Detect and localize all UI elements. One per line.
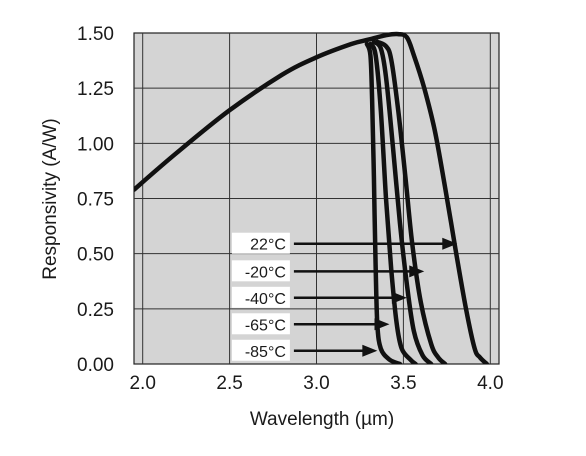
- x-tick-label: 4.0: [477, 373, 503, 394]
- annotation-label-bg: [231, 260, 290, 282]
- tick-labels: 2.0 2.5 3.0 3.5 4.0 0.00 0.25 0.50 0.75 1.00 1.25 1…: [77, 24, 504, 394]
- annotation-label-bg: [231, 232, 290, 254]
- annotation-label-bg: [231, 339, 290, 361]
- y-tick-label: 0.00: [77, 355, 114, 376]
- y-tick-label: 0.50: [77, 245, 114, 266]
- annotation-label: -85°C: [245, 344, 286, 361]
- annotation-arrow-head: [409, 265, 425, 278]
- y-tick-label: 1.50: [77, 24, 114, 45]
- x-tick-label: 2.5: [216, 373, 242, 394]
- y-tick-label: 0.25: [77, 300, 114, 321]
- annotations: 22°C -20°C -40°C -65°C -85°C: [231, 232, 458, 361]
- series-line--20cc: [375, 39, 448, 364]
- y-tick-label: 1.00: [77, 134, 114, 155]
- annotation-label-bg: [231, 286, 290, 308]
- series-line-22cc: [134, 31, 490, 364]
- annotation-arrow-head: [374, 318, 390, 331]
- annotation-label: -20°C: [245, 264, 286, 281]
- annotation-arrow-head: [362, 344, 378, 357]
- grid-lines: [134, 33, 499, 364]
- annotation-arrow-head: [391, 291, 407, 304]
- series-line--85cc: [364, 41, 403, 364]
- series-line--65cc: [368, 41, 418, 364]
- y-tick-label: 0.75: [77, 190, 114, 211]
- x-tick-label: 3.0: [303, 373, 329, 394]
- series-line--40cc: [371, 39, 434, 364]
- annotation-arrow-head: [442, 237, 458, 250]
- y-tick-label: 1.25: [77, 79, 114, 100]
- series-lines: [134, 31, 490, 364]
- annotation-label: 22°C: [250, 237, 286, 254]
- annotation-label: -65°C: [245, 317, 286, 334]
- x-axis-title: Wavelength (µm): [250, 409, 394, 430]
- annotation-label-bg: [231, 313, 290, 335]
- annotation-label: -40°C: [245, 291, 286, 308]
- x-tick-label: 3.5: [390, 373, 416, 394]
- y-axis-title: Responsivity (A/W): [40, 118, 61, 280]
- x-tick-label: 2.0: [129, 373, 155, 394]
